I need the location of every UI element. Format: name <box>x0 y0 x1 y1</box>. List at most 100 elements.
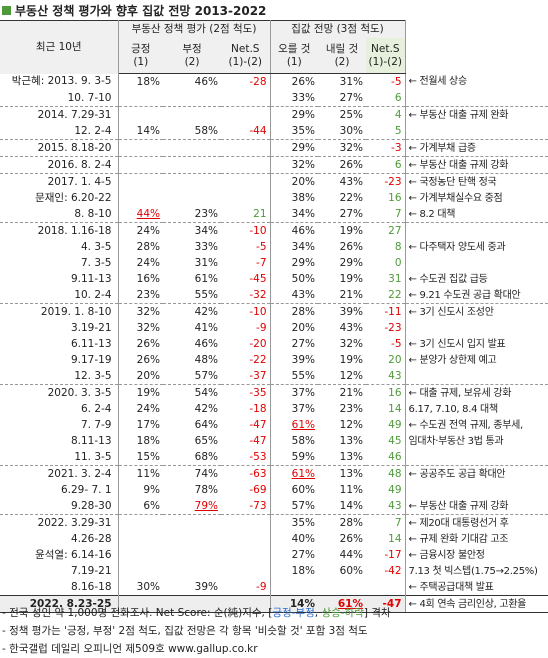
table-row: 2022. 3.29-31 35% 28% 7 ← 제20대 대통령선거 후 <box>0 514 548 532</box>
note-text: - 정책 평가는 '긍정, 부정' 2점 척도, 집값 전망은 각 항목 '비슷… <box>2 625 368 637</box>
cell: 13% <box>339 467 364 480</box>
cell: 13% <box>318 449 367 466</box>
cell: -35 <box>221 384 271 401</box>
table-row: 10. 7-10 33% 27% 6 <box>0 90 548 107</box>
cell: 30% <box>318 123 367 140</box>
cell: 7 <box>366 514 406 531</box>
cell: 14 <box>366 401 406 417</box>
cell <box>270 579 318 596</box>
cell: 27% <box>291 548 316 561</box>
column-name: Net.S <box>371 42 400 55</box>
column-sub: (2) <box>184 55 200 68</box>
cell: 24% <box>136 224 160 237</box>
cell: 15% <box>118 449 163 466</box>
table-body: 박근혜: 2013. 9. 3-5 18% 46% -28 26% 31% -5 ← 전월세 … <box>0 73 548 613</box>
annotation: ← 제20대 대통령선거 후 <box>408 517 509 529</box>
annotation: ← 8.2 대책 <box>405 206 548 223</box>
cell: 6 <box>366 156 406 174</box>
cell: 59% <box>270 449 319 466</box>
cell: 22% <box>339 191 364 204</box>
cell: -23 <box>366 320 406 336</box>
annotation: ← 부동산 대출 규제 강화 <box>405 498 548 515</box>
table-row: 문재인: 6.20-22 38% 22% 16 ← 가계부채실수요 중점 <box>0 190 548 206</box>
table-row: 2014. 7.29-31 29% 25% 4 ← 부동산 대출 규제 완화 <box>0 106 548 123</box>
table-row: 9.28-30 6% 79% -73 57% 14% 43 ← 부동산 대출 규제 강화 <box>0 498 548 515</box>
cell: 31 <box>366 271 406 287</box>
cell: 61% <box>318 595 367 613</box>
row-label: 문재인: 6.20-22 <box>0 190 119 206</box>
cell <box>163 190 221 206</box>
cell: 33% <box>270 90 319 107</box>
cell <box>163 515 221 532</box>
cell <box>118 531 163 547</box>
cell: 33% <box>194 240 218 253</box>
row-label: 8.11-13 <box>0 433 119 449</box>
cell: 24% <box>136 256 160 269</box>
cell: 21% <box>339 386 364 399</box>
annotation: ← 수도권 집값 급등 <box>408 273 488 285</box>
cell: 65% <box>194 434 218 447</box>
cell: 29% <box>291 256 316 269</box>
cell: 29% <box>270 139 319 157</box>
annotation: ← 가계부채실수요 중점 <box>408 192 503 204</box>
cell <box>163 563 221 579</box>
row-label: 9.17-19 <box>0 352 119 368</box>
annotation: ← 부동산 대출 규제 완화 <box>408 109 509 121</box>
annotation: 7.13 첫 빅스텝(1.75→2.25%) <box>408 565 538 577</box>
cell: 27 <box>366 222 406 239</box>
table-row: 2018. 1.16-18 24% 34% -10 46% 19% 27 <box>0 222 548 239</box>
cell: 34% <box>291 240 316 253</box>
notes: - 전국 성인 약 1,000명 전화조사. Net Score: 순(純)지수… <box>2 604 391 658</box>
row-label: 6.11-13 <box>0 336 119 352</box>
note-text: 긍정-부정 <box>272 607 315 619</box>
cell <box>163 547 221 563</box>
row-label: 4.26-28 <box>0 531 119 547</box>
row-label: 윤석열: 6.14-16 <box>0 547 119 563</box>
cell: -20 <box>221 336 271 352</box>
cell <box>221 514 271 531</box>
cell: -11 <box>366 303 406 320</box>
cell <box>163 139 221 157</box>
annotation: ← 분양가 상한제 예고 <box>408 354 497 366</box>
cell: 21 <box>221 206 271 223</box>
row-label: 2022. 3.29-31 <box>0 514 119 531</box>
note-line: - 한국갤럽 데일리 오피니언 제509호 www.gallup.co.kr <box>2 640 391 658</box>
cell: 29% <box>291 108 316 121</box>
cell: 32% <box>339 337 364 350</box>
cell: 19% <box>339 272 364 285</box>
cell <box>163 174 221 191</box>
cell <box>118 156 163 174</box>
table-head: 최근 10년 부동산 정책 평가 (2점 척도) 집값 전망 (3점 척도) 긍… <box>0 20 548 74</box>
row-label: 박근혜: 2013. 9. 3-5 <box>0 73 119 90</box>
cell: 44% <box>339 548 364 561</box>
cell: 6% <box>118 498 163 515</box>
annotation: ← 9.21 수도권 공급 확대안 <box>405 287 548 304</box>
cell <box>366 579 406 596</box>
annotation: 임대차·부동산 3법 통과 <box>408 435 504 447</box>
cell: 68% <box>163 449 221 466</box>
cell: 26% <box>339 240 364 253</box>
annotation: ← 가계부채 급증 <box>405 139 548 157</box>
row-label: 2020. 3. 3-5 <box>0 384 119 401</box>
note-text: , <box>314 607 322 619</box>
cell: 20% <box>118 368 163 385</box>
cell: 78% <box>194 483 218 496</box>
cell <box>221 90 271 107</box>
cell: 61% <box>291 418 316 431</box>
cell: 27% <box>291 337 316 350</box>
title-row: 부동산 정책 평가와 향후 집값 전망 2013-2022 <box>2 2 266 19</box>
cell: 64% <box>194 418 218 431</box>
cell: -63 <box>221 465 271 482</box>
row-label: 3.19-21 <box>0 320 119 336</box>
cell: 35% <box>270 123 319 140</box>
cell: 41% <box>194 321 218 334</box>
column-sub: (1)-(2) <box>228 55 263 68</box>
cell: 48% <box>194 353 218 366</box>
cell <box>118 547 163 563</box>
cell <box>163 90 221 107</box>
column-header: 오를 것 (1) <box>270 38 319 74</box>
cell: 38% <box>291 191 316 204</box>
cell: 43 <box>366 368 406 385</box>
row-label: 2022. 8.23-25 <box>0 595 119 613</box>
cell: 29% <box>339 256 364 269</box>
